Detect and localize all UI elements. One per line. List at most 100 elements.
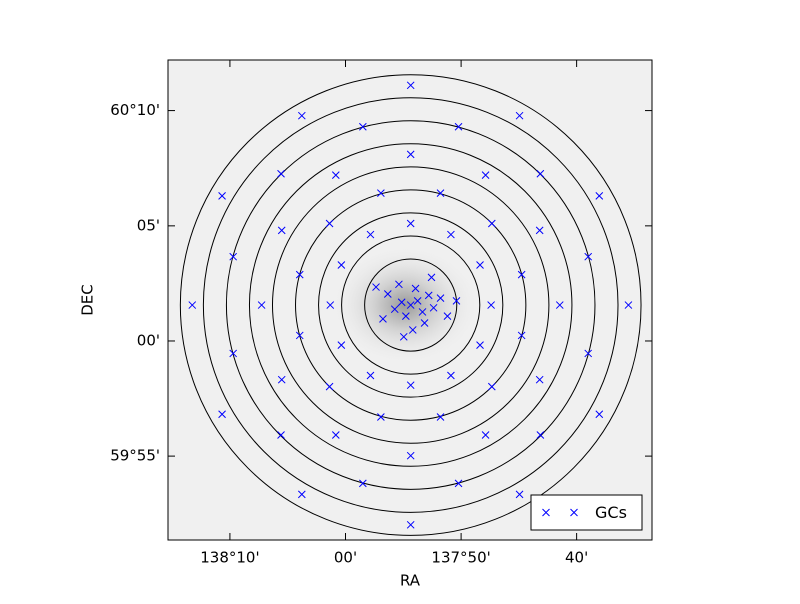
gc-marker — [424, 291, 433, 300]
gc-marker — [277, 375, 286, 384]
gc-marker — [487, 219, 496, 228]
gc-marker — [358, 122, 367, 131]
gc-marker — [555, 301, 564, 309]
annulus-circle — [341, 235, 481, 375]
gc-marker — [377, 189, 385, 197]
gc-marker — [277, 169, 285, 178]
y-axis-label: DEC — [79, 284, 97, 316]
gc-marker — [406, 81, 415, 90]
x-tick-label: 138°10' — [200, 549, 259, 567]
gc-marker — [454, 479, 463, 488]
gc-marker — [397, 298, 406, 307]
gc-marker — [429, 303, 438, 312]
gc-marker — [406, 381, 415, 390]
gc-marker — [337, 261, 346, 269]
gc-marker — [443, 312, 452, 320]
gc-marker — [436, 413, 445, 421]
gc-marker — [395, 280, 403, 289]
gc-marker — [399, 332, 408, 341]
gc-marker — [406, 301, 415, 309]
gc-marker — [188, 301, 197, 309]
x-axis-label: RA — [400, 572, 421, 590]
gc-marker — [536, 169, 545, 178]
gc-marker — [295, 270, 304, 279]
gc-marker — [595, 410, 604, 419]
gc-marker — [427, 273, 436, 282]
y-tick-label: 00' — [137, 331, 160, 349]
y-tick-label: 05' — [137, 216, 160, 234]
gc-marker — [406, 150, 415, 159]
gc-marker — [476, 261, 484, 269]
gc-marker — [390, 305, 399, 314]
gc-marker — [481, 431, 490, 439]
gc-marker — [229, 252, 238, 261]
gc-marker — [325, 219, 334, 228]
axes-frame — [167, 59, 653, 541]
x-tick-label: 137°50' — [431, 549, 490, 567]
gc-marker — [515, 490, 524, 499]
gc-marker — [406, 451, 415, 460]
gc-marker — [418, 308, 427, 316]
gc-marker — [584, 349, 593, 358]
gc-marker — [406, 520, 415, 529]
gc-marker — [624, 301, 633, 309]
gc-marker — [366, 230, 375, 239]
gc-marker — [487, 301, 495, 309]
gc-marker — [447, 371, 455, 380]
gc-marker — [454, 122, 463, 131]
legend-marker — [542, 508, 550, 517]
gc-marker — [297, 111, 306, 120]
x-tick-label: 00' — [334, 549, 357, 567]
gc-marker — [413, 297, 422, 305]
gc-marker — [436, 294, 445, 302]
gc-marker — [517, 270, 526, 279]
annulus-circle — [179, 74, 642, 536]
gc-marker — [476, 341, 484, 349]
gc-marker — [420, 319, 429, 327]
gc-marker — [517, 331, 526, 340]
gc-marker — [436, 189, 445, 197]
gc-marker — [452, 297, 461, 305]
gc-marker — [331, 171, 340, 179]
gc-marker — [377, 413, 385, 421]
gc-marker — [536, 431, 545, 439]
gc-marker — [383, 290, 392, 298]
y-tick-label: 60°10' — [110, 101, 160, 119]
x-tick-label: 40' — [565, 549, 588, 567]
gc-marker — [297, 490, 306, 499]
gc-marker — [257, 301, 266, 309]
plot-area — [179, 74, 642, 536]
gc-marker — [366, 371, 375, 380]
annulus-circle — [271, 166, 550, 444]
gc-marker — [326, 301, 335, 309]
gc-marker — [487, 382, 496, 391]
gc-marker — [406, 219, 415, 228]
annulus-circle — [202, 97, 619, 513]
gc-marker — [277, 431, 285, 439]
legend-box — [530, 494, 643, 531]
gc-marker — [584, 252, 593, 261]
gc-marker — [337, 341, 346, 349]
y-tick-label: 59°55' — [110, 447, 160, 465]
gc-marker — [325, 382, 334, 391]
annulus-circle — [364, 258, 458, 352]
legend: GCs — [530, 494, 643, 531]
gc-marker — [372, 283, 380, 291]
gc-marker — [515, 111, 524, 120]
gc-marker — [277, 226, 286, 235]
legend-label: GCs — [595, 503, 627, 522]
gc-marker — [535, 226, 544, 235]
gc-marker — [408, 326, 417, 334]
annulus-circle — [318, 212, 504, 398]
gc-marker — [401, 312, 410, 320]
gc-marker — [229, 349, 238, 358]
gc-marker — [218, 410, 226, 419]
gc-marker — [358, 479, 367, 488]
annulus-circle — [225, 120, 596, 490]
gc-marker — [295, 331, 304, 340]
annulus-circle — [295, 189, 527, 421]
gc-marker — [411, 284, 420, 293]
gc-marker — [595, 192, 604, 200]
annulus-circle — [248, 143, 573, 467]
